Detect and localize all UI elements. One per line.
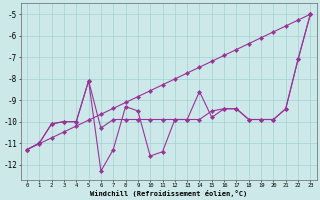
X-axis label: Windchill (Refroidissement éolien,°C): Windchill (Refroidissement éolien,°C): [90, 190, 247, 197]
